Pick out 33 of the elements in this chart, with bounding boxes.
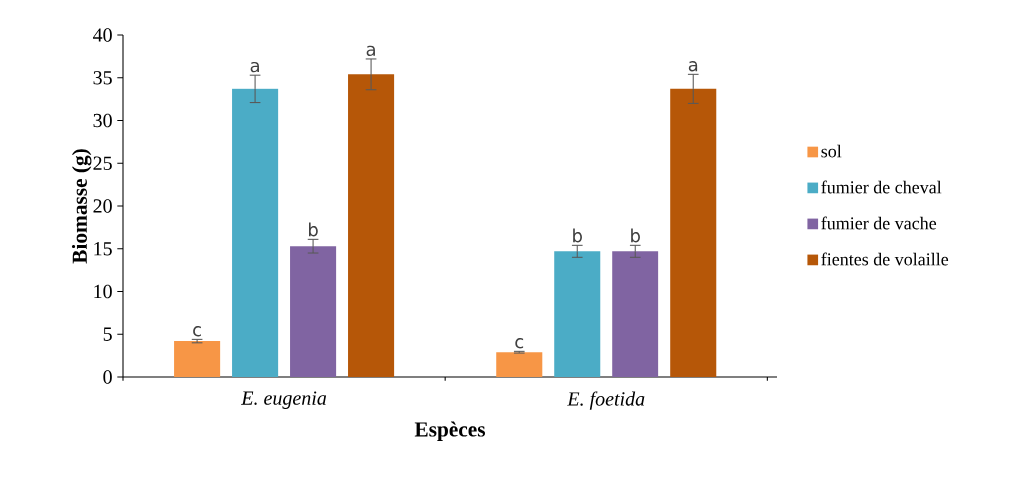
bar (348, 74, 395, 377)
y-tick-label: 0 (103, 370, 112, 384)
y-tick-label: 15 (94, 242, 112, 256)
legend-label: fientes de volaille (821, 252, 949, 266)
bar (232, 88, 279, 377)
legend-label: sol (821, 144, 842, 158)
bar (670, 88, 717, 377)
y-tick-label: 20 (93, 199, 112, 213)
bar (612, 251, 659, 377)
data-label: a (250, 61, 259, 73)
y-tick-label: 35 (93, 71, 112, 85)
data-label: b (631, 228, 640, 243)
data-label: c (193, 326, 201, 337)
bar (554, 251, 601, 377)
y-tick-label: 25 (93, 156, 112, 170)
x-tick-label: E. eugenia (241, 391, 327, 409)
y-tick-label: 40 (93, 28, 112, 42)
bar (496, 352, 543, 377)
data-label: b (573, 228, 582, 243)
x-axis-title: Espèces (414, 421, 486, 441)
data-label: a (688, 61, 698, 72)
bar (174, 341, 221, 377)
x-tick-label: E. foetida (567, 391, 645, 410)
legend-label: fumier de cheval (821, 180, 942, 194)
y-tick-label: 5 (103, 327, 112, 341)
data-label: b (309, 222, 318, 237)
bar (290, 246, 337, 377)
data-label: a (366, 45, 375, 57)
legend-label: fumier de vache (821, 216, 937, 230)
data-label: c (515, 338, 524, 349)
y-axis-title: Biomasse (g) (71, 149, 92, 264)
y-tick-label: 30 (93, 113, 112, 128)
y-tick-label: 10 (94, 284, 112, 299)
